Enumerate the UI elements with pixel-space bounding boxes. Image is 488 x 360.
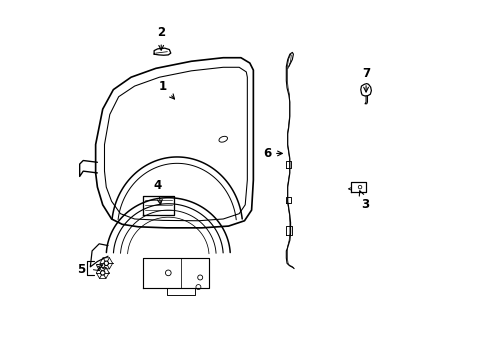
- Text: 5: 5: [77, 263, 85, 276]
- Text: 6: 6: [262, 147, 282, 160]
- Text: 7: 7: [361, 67, 369, 92]
- Text: 4: 4: [153, 179, 162, 204]
- Text: 3: 3: [359, 191, 368, 211]
- Text: 1: 1: [159, 80, 174, 99]
- Text: 2: 2: [157, 26, 165, 50]
